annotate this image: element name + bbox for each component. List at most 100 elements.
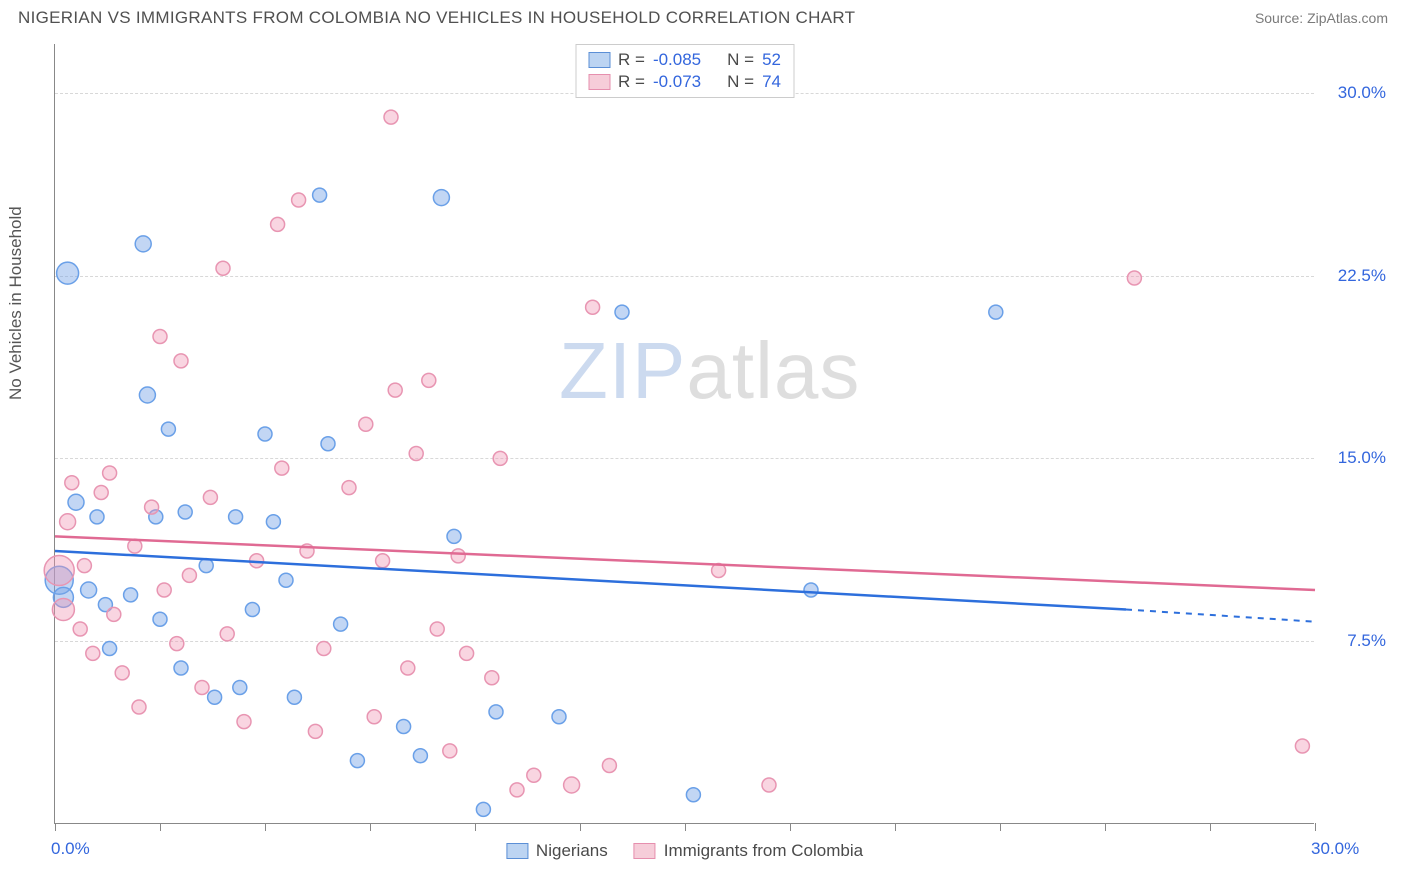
legend-swatch-icon: [588, 74, 610, 90]
x-tick: [685, 823, 686, 831]
x-tick: [160, 823, 161, 831]
legend-n-value: 52: [762, 50, 781, 70]
legend-row: R = -0.073 N = 74: [588, 71, 781, 93]
legend-n-label: N =: [727, 50, 754, 70]
scatter-point: [145, 500, 159, 514]
scatter-point: [552, 710, 566, 724]
legend-item: Immigrants from Colombia: [634, 841, 863, 861]
scatter-point: [422, 373, 436, 387]
legend-item: Nigerians: [506, 841, 608, 861]
y-tick-label: 7.5%: [1347, 631, 1386, 651]
correlation-legend: R = -0.085 N = 52 R = -0.073 N = 74: [575, 44, 794, 98]
scatter-point: [132, 700, 146, 714]
scatter-point: [430, 622, 444, 636]
scatter-point: [762, 778, 776, 792]
series-legend: Nigerians Immigrants from Colombia: [506, 841, 863, 861]
scatter-point: [107, 607, 121, 621]
scatter-svg: [55, 44, 1314, 823]
y-tick-label: 30.0%: [1338, 83, 1386, 103]
scatter-point: [275, 461, 289, 475]
scatter-point: [510, 783, 524, 797]
scatter-point: [342, 481, 356, 495]
y-tick-label: 22.5%: [1338, 266, 1386, 286]
scatter-point: [157, 583, 171, 597]
scatter-point: [124, 588, 138, 602]
scatter-point: [153, 612, 167, 626]
scatter-point: [60, 514, 76, 530]
scatter-point: [245, 603, 259, 617]
x-tick: [790, 823, 791, 831]
x-tick: [1315, 823, 1316, 831]
scatter-point: [989, 305, 1003, 319]
scatter-point: [90, 510, 104, 524]
x-tick: [580, 823, 581, 831]
legend-swatch-icon: [506, 843, 528, 859]
x-tick: [370, 823, 371, 831]
scatter-point: [258, 427, 272, 441]
x-axis-label: 30.0%: [1311, 839, 1359, 859]
scatter-point: [413, 749, 427, 763]
scatter-point: [527, 768, 541, 782]
legend-r-label: R =: [618, 72, 645, 92]
legend-n-value: 74: [762, 72, 781, 92]
trend-line-extrapolated: [1126, 610, 1315, 622]
x-tick: [475, 823, 476, 831]
x-axis-label: 0.0%: [51, 839, 90, 859]
scatter-point: [103, 466, 117, 480]
scatter-point: [115, 666, 129, 680]
scatter-point: [220, 627, 234, 641]
scatter-point: [451, 549, 465, 563]
scatter-point: [433, 190, 449, 206]
scatter-point: [602, 759, 616, 773]
scatter-point: [208, 690, 222, 704]
x-tick: [1105, 823, 1106, 831]
scatter-point: [686, 788, 700, 802]
legend-swatch-icon: [588, 52, 610, 68]
scatter-point: [44, 556, 74, 586]
legend-r-value: -0.073: [653, 72, 701, 92]
scatter-point: [229, 510, 243, 524]
scatter-point: [397, 720, 411, 734]
scatter-point: [287, 690, 301, 704]
scatter-point: [384, 110, 398, 124]
scatter-point: [376, 554, 390, 568]
scatter-point: [174, 354, 188, 368]
scatter-point: [586, 300, 600, 314]
scatter-point: [401, 661, 415, 675]
scatter-point: [57, 262, 79, 284]
scatter-point: [292, 193, 306, 207]
scatter-point: [73, 622, 87, 636]
x-tick: [265, 823, 266, 831]
legend-series-name: Nigerians: [536, 841, 608, 861]
scatter-point: [170, 637, 184, 651]
scatter-point: [476, 802, 490, 816]
source-label: Source: ZipAtlas.com: [1255, 10, 1388, 26]
scatter-point: [279, 573, 293, 587]
scatter-point: [447, 529, 461, 543]
y-axis-label: No Vehicles in Household: [6, 206, 26, 400]
scatter-point: [615, 305, 629, 319]
scatter-point: [65, 476, 79, 490]
legend-r-value: -0.085: [653, 50, 701, 70]
scatter-point: [443, 744, 457, 758]
scatter-point: [103, 642, 117, 656]
x-tick: [1000, 823, 1001, 831]
scatter-point: [317, 642, 331, 656]
scatter-point: [237, 715, 251, 729]
scatter-point: [52, 599, 74, 621]
scatter-point: [203, 490, 217, 504]
scatter-point: [1127, 271, 1141, 285]
scatter-point: [77, 559, 91, 573]
x-tick: [895, 823, 896, 831]
scatter-point: [86, 646, 100, 660]
scatter-point: [308, 724, 322, 738]
scatter-point: [493, 451, 507, 465]
x-tick: [55, 823, 56, 831]
y-tick-label: 15.0%: [1338, 448, 1386, 468]
scatter-point: [485, 671, 499, 685]
scatter-point: [135, 236, 151, 252]
scatter-point: [564, 777, 580, 793]
trend-line: [55, 536, 1315, 590]
scatter-point: [266, 515, 280, 529]
scatter-point: [367, 710, 381, 724]
